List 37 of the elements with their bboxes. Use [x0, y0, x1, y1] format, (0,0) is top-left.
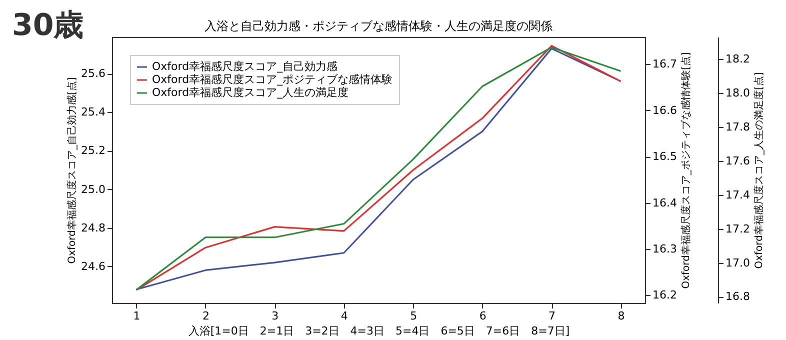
- y2-axis-title: Oxford幸福感尺度スコア_ポジティブな感情体験[点]: [680, 52, 692, 289]
- x-tick-label: 2: [202, 310, 210, 322]
- x-axis-title: 入浴[1=0日 2=1日 3=2日 4=3日 5=4日 6=5日 7=6日 8=7日]: [188, 324, 570, 338]
- x-tick-label: 5: [410, 310, 418, 322]
- x-tick-label: 1: [133, 310, 140, 322]
- y-tick-label: 25.4: [81, 106, 106, 119]
- y-tick-label: 24.6: [81, 260, 106, 273]
- y-tick-label: 25.6: [81, 67, 106, 80]
- y3-tick-label: 16.8: [726, 290, 750, 304]
- legend-label: Oxford幸福感尺度スコア_人生の満足度: [152, 86, 349, 99]
- y2-tick-label: 16.2: [652, 288, 677, 302]
- y3-tick-label: 17.8: [726, 120, 750, 134]
- y2-tick-label: 16.6: [652, 104, 677, 117]
- y3-tick-label: 18.0: [726, 86, 750, 100]
- text: 30歳: [12, 8, 84, 43]
- y-tick-label: 24.8: [81, 221, 106, 234]
- y3-axis-title: Oxford幸福感尺度スコア_人生の満足度[点]: [752, 72, 765, 269]
- y-tick-label: 25.2: [81, 144, 106, 158]
- y3-tick-label: 17.6: [726, 154, 750, 168]
- y3-tick-label: 18.2: [726, 52, 750, 66]
- y-tick-label: 25.0: [81, 182, 106, 196]
- x-tick-label: 6: [479, 310, 486, 322]
- y2-tick-label: 16.4: [652, 196, 677, 210]
- y3-tick-label: 17.0: [726, 256, 750, 270]
- y3-tick-label: 17.2: [726, 222, 750, 236]
- y3-tick-label: 17.4: [726, 188, 750, 202]
- x-tick-label: 3: [272, 310, 279, 322]
- x-tick-label: 7: [548, 310, 556, 322]
- chart-title: 入浴と自己効力感・ポジティブな感情体験・人生の満足度の関係: [204, 19, 552, 33]
- y-axis-title: Oxford幸福感尺度スコア_自己効力感[点]: [66, 77, 78, 264]
- x-tick-label: 8: [618, 310, 625, 322]
- y2-tick-label: 16.3: [652, 242, 677, 256]
- legend-label: Oxford幸福感尺度スコア_自己効力感: [152, 60, 338, 73]
- y2-tick-label: 16.7: [652, 58, 677, 71]
- y2-tick-label: 16.5: [652, 150, 677, 164]
- x-tick-label: 4: [340, 310, 348, 322]
- legend-label: Oxford幸福感尺度スコア_ポジティブな感情体験: [152, 73, 393, 86]
